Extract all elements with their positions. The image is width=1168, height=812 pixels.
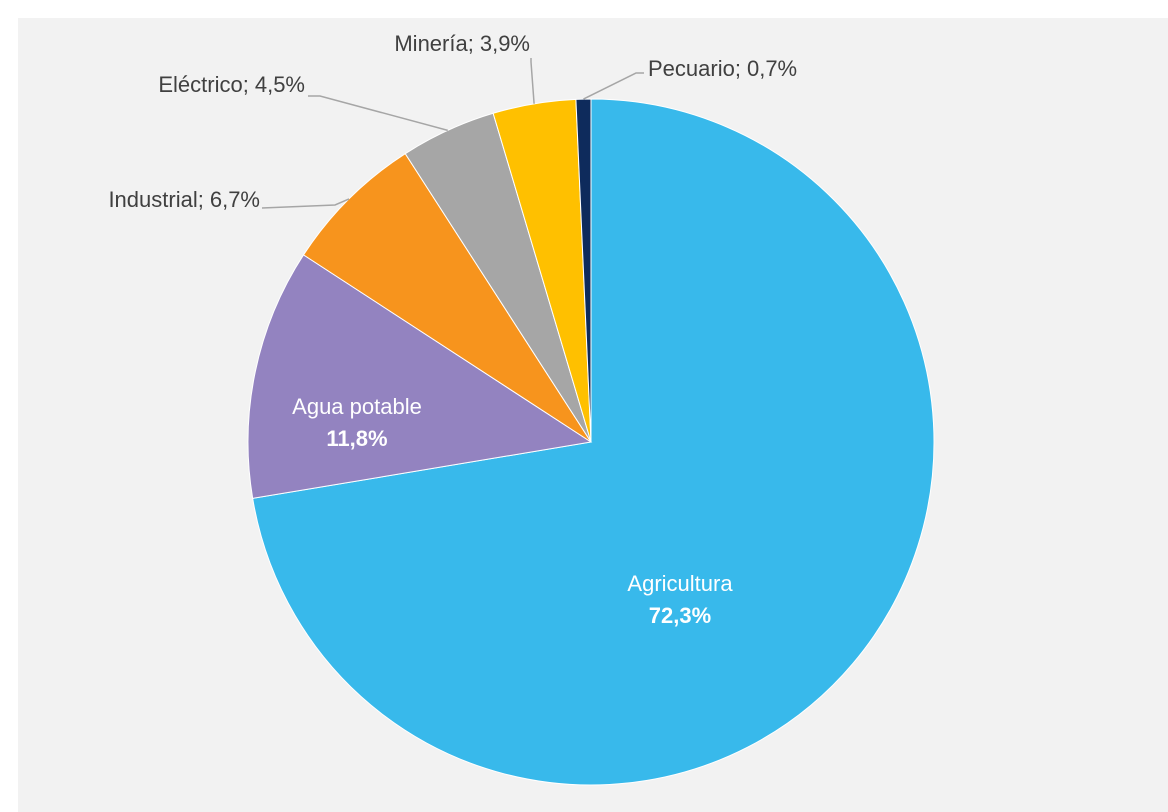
- slice-value-label: 11,8%: [326, 426, 387, 451]
- pie-slice: [252, 98, 935, 786]
- slice-label: Pecuario; 0,7%: [648, 56, 797, 81]
- slice-value-label: 0,7%: [747, 56, 797, 81]
- leader-line: [261, 198, 350, 209]
- label-separator: ;: [198, 187, 204, 212]
- slice-category: Eléctrico: [158, 72, 242, 97]
- slice-category: Industrial: [108, 187, 197, 212]
- slice-category: Agricultura: [627, 571, 733, 596]
- pie-slice: [247, 254, 593, 499]
- pie-slice: [302, 152, 592, 443]
- slice-value-label: 72,3%: [649, 603, 711, 628]
- slice-category: Agua potable: [292, 394, 422, 419]
- slice-label: Industrial; 6,7%: [108, 187, 260, 212]
- slice-value-label: 6,7%: [210, 187, 260, 212]
- slice-label: Eléctrico; 4,5%: [158, 72, 305, 97]
- slice-value-label: 3,9%: [480, 31, 530, 56]
- label-separator: ;: [735, 56, 741, 81]
- slice-label: Minería; 3,9%: [394, 31, 530, 56]
- leader-line: [583, 72, 644, 100]
- slice-category: Pecuario: [648, 56, 735, 81]
- slice-value-label: 4,5%: [255, 72, 305, 97]
- leader-line: [530, 58, 535, 104]
- label-separator: ;: [468, 31, 474, 56]
- leader-line: [308, 95, 448, 132]
- label-separator: ;: [243, 72, 249, 97]
- slice-category: Minería: [394, 31, 468, 56]
